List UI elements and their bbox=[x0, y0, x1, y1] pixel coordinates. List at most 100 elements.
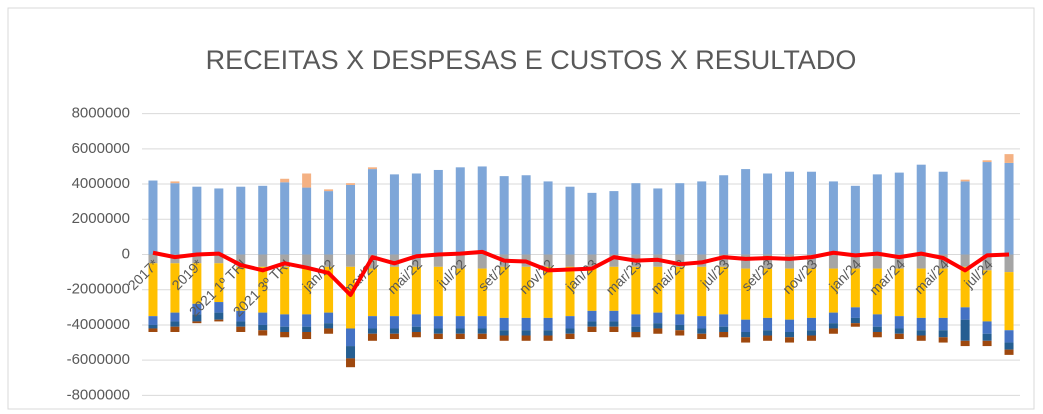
bar-segment bbox=[148, 328, 158, 332]
bar-segment bbox=[214, 263, 224, 303]
bar-segment bbox=[982, 321, 992, 334]
bar-segment bbox=[543, 254, 553, 267]
bar-segment bbox=[894, 268, 904, 317]
bar-segment bbox=[236, 321, 246, 327]
bar-segment bbox=[675, 254, 685, 267]
y-tick-label: -4000000 bbox=[67, 316, 130, 333]
bar-segment bbox=[148, 180, 158, 255]
bar-segment bbox=[324, 312, 334, 324]
bar-segment bbox=[697, 333, 707, 340]
bar-segment bbox=[828, 312, 838, 324]
bar-segment bbox=[411, 331, 421, 338]
bar-segment bbox=[872, 174, 882, 255]
bar-segment bbox=[894, 333, 904, 340]
bar-segment bbox=[148, 254, 158, 264]
bar-segment bbox=[280, 326, 290, 332]
bar-segment bbox=[411, 254, 421, 267]
bar-segment bbox=[982, 333, 992, 341]
bar-segment bbox=[894, 172, 904, 255]
bar-segment bbox=[609, 321, 619, 327]
bar-segment bbox=[806, 335, 816, 341]
bar-segment bbox=[324, 328, 334, 334]
bar-segment bbox=[916, 268, 926, 318]
bar-segment bbox=[367, 268, 377, 317]
bar-segment bbox=[477, 328, 487, 334]
bar-segment bbox=[192, 263, 202, 304]
bar-segment bbox=[938, 254, 948, 269]
bar-segment bbox=[477, 166, 487, 255]
bar-segment bbox=[609, 254, 619, 267]
bar-segment bbox=[170, 263, 180, 313]
bar-segment bbox=[346, 183, 356, 185]
bar-segment bbox=[609, 326, 619, 332]
bar-segment bbox=[741, 169, 751, 255]
bar-segment bbox=[763, 317, 773, 331]
bar-segment bbox=[302, 314, 312, 327]
bar-segment bbox=[148, 263, 158, 317]
bar-segment bbox=[785, 171, 795, 255]
y-tick-label: 6000000 bbox=[72, 140, 130, 157]
bar-segment bbox=[433, 169, 443, 255]
bar-segment bbox=[916, 254, 926, 269]
bar-segment bbox=[938, 317, 948, 331]
bar-segment bbox=[302, 331, 312, 340]
bar-segment bbox=[236, 266, 246, 311]
bar-segment bbox=[741, 268, 751, 320]
bar-segment bbox=[675, 183, 685, 255]
bar-segment bbox=[1004, 349, 1014, 355]
bar-segment bbox=[763, 173, 773, 255]
bar-segment bbox=[148, 324, 158, 329]
bar-segment bbox=[389, 328, 399, 334]
bar-segment bbox=[675, 324, 685, 331]
bar-segment bbox=[806, 268, 816, 318]
bar-segment bbox=[148, 316, 158, 325]
bar-segment bbox=[806, 330, 816, 336]
bar-segment bbox=[1004, 330, 1014, 343]
bar-segment bbox=[653, 328, 663, 334]
bar-segment bbox=[389, 316, 399, 329]
bar-segment bbox=[455, 316, 465, 329]
bar-segment bbox=[697, 266, 707, 317]
bar-segment bbox=[872, 331, 882, 338]
bar-segment bbox=[719, 254, 729, 267]
bar-segment bbox=[280, 314, 290, 327]
bar-segment bbox=[982, 160, 992, 163]
bar-segment bbox=[258, 185, 268, 255]
bar-segment bbox=[916, 335, 926, 341]
y-tick-label: 8000000 bbox=[72, 105, 130, 122]
bar-segment bbox=[697, 316, 707, 329]
bar-segment bbox=[872, 314, 882, 327]
bar-segment bbox=[675, 266, 685, 315]
bar-segment bbox=[367, 167, 377, 170]
bar-segment bbox=[675, 330, 685, 336]
bar-segment bbox=[192, 254, 202, 264]
bar-segment bbox=[916, 330, 926, 336]
bar-segment bbox=[938, 330, 948, 338]
bar-segment bbox=[214, 188, 224, 255]
bar-segment bbox=[411, 314, 421, 327]
bar-segment bbox=[192, 186, 202, 255]
bar-segment bbox=[389, 333, 399, 340]
bar-segment bbox=[411, 326, 421, 332]
bar-segment bbox=[587, 310, 597, 322]
y-tick-label: 0 bbox=[122, 245, 130, 262]
bar-segment bbox=[850, 307, 860, 318]
bar-segment bbox=[499, 330, 509, 336]
bar-segment bbox=[302, 173, 312, 188]
bar-segment bbox=[346, 184, 356, 255]
bar-segment bbox=[741, 337, 751, 343]
bar-segment bbox=[389, 174, 399, 255]
bar-segment bbox=[960, 307, 970, 320]
bar-segment bbox=[389, 266, 399, 317]
y-tick-label: -8000000 bbox=[67, 386, 130, 403]
bar-segment bbox=[894, 328, 904, 334]
bar-segment bbox=[170, 312, 180, 322]
bar-segment bbox=[565, 333, 575, 340]
bar-segment bbox=[543, 335, 553, 341]
bar-segment bbox=[346, 328, 356, 347]
bar-segment bbox=[477, 268, 487, 317]
bar-segment bbox=[433, 266, 443, 317]
bar-segment bbox=[565, 316, 575, 329]
bar-segment bbox=[653, 266, 663, 313]
bar-segment bbox=[719, 326, 729, 332]
